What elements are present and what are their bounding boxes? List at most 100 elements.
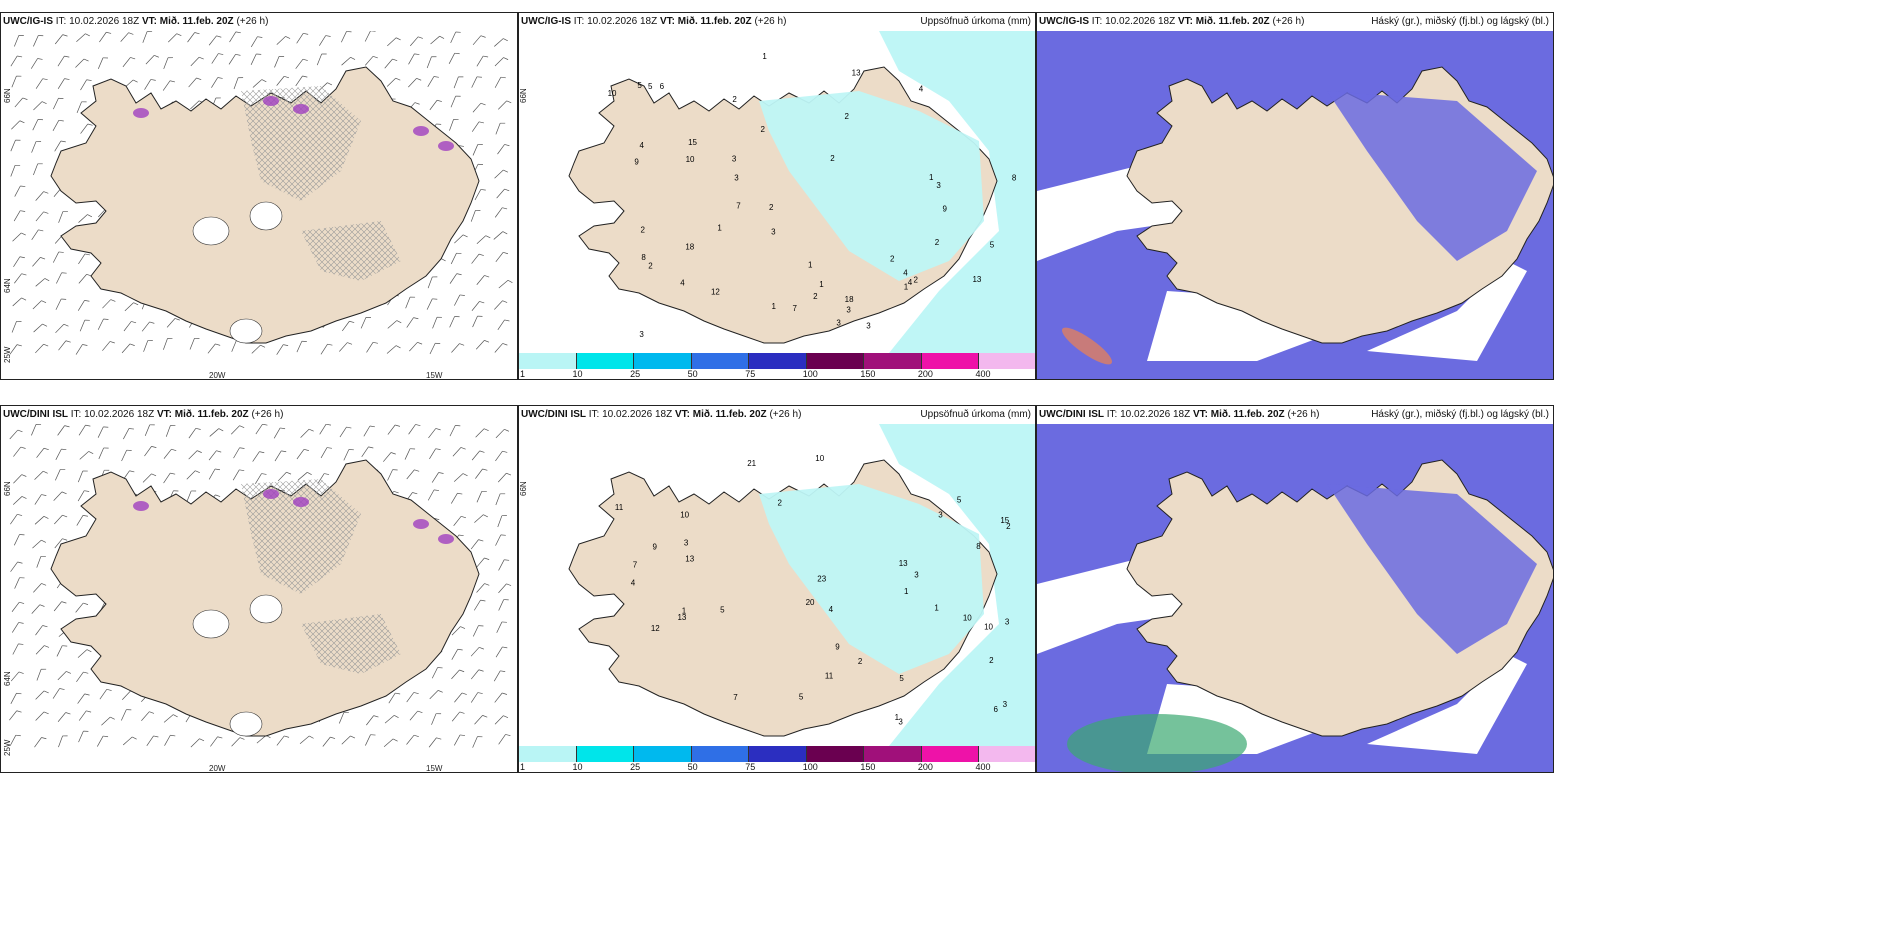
wind-barb (429, 100, 438, 111)
wind-barb-flag (21, 297, 27, 301)
precip-value-label: 12 (711, 288, 720, 297)
wind-barb (208, 35, 217, 46)
wind-barb (11, 601, 20, 612)
wind-barb (52, 688, 60, 699)
precip-land-area (759, 91, 984, 281)
colorbar-tick-label: 150 (860, 369, 876, 379)
wind-barb (35, 690, 45, 700)
wind-barb-flag (18, 622, 24, 624)
init-time-label: IT: (1091, 16, 1103, 27)
wind-barb (79, 451, 89, 460)
wind-barb-flag (327, 343, 333, 346)
wind-barb-flag (43, 515, 49, 519)
wind-barb-flag (395, 37, 401, 41)
wind-barb-flag (325, 35, 331, 37)
wind-barb-flag (82, 344, 88, 346)
wind-barb-flag (503, 169, 509, 173)
wind-barb (476, 491, 483, 503)
panel-cloud-row1: UWC/IG-IS IT: 10.02.2026 18Z VT: Mið. 11… (1036, 12, 1554, 380)
wind-barb-flag (239, 737, 245, 740)
wind-barb (55, 323, 65, 334)
wind-barb (232, 469, 240, 481)
wind-barb (387, 469, 393, 481)
wind-barb-flag (21, 496, 27, 499)
wind-barb-flag (395, 345, 401, 349)
latitude-label: 64N (3, 278, 12, 293)
wind-barb (472, 35, 482, 46)
valid-time-value: Mið. 11.feb. 20Z (1210, 409, 1285, 420)
wind-barb (121, 709, 127, 721)
wind-barb (274, 450, 282, 462)
wind-barb (99, 32, 107, 43)
high-cloud-streak (1062, 327, 1112, 365)
precip-value-label: 15 (1000, 516, 1009, 525)
map-canvas: 1121082221151813734344536910318121332352… (568, 31, 1035, 353)
wind-barb-flag (500, 670, 506, 672)
wind-barb (408, 78, 417, 88)
wind-barb (427, 76, 435, 87)
wind-barb-flag (62, 538, 68, 541)
map-canvas (1037, 31, 1553, 379)
wind-barb-flag (16, 344, 22, 347)
init-time-value: 10.02.2026 18Z (1105, 16, 1176, 27)
wind-barb (448, 53, 455, 64)
wind-barb (166, 318, 176, 328)
wind-barb-flag (195, 470, 200, 474)
precip-value-label: 5 (990, 240, 995, 249)
wind-barb-flag (502, 207, 508, 210)
wind-barb (449, 273, 457, 284)
wind-barb (77, 300, 85, 311)
wind-barb (451, 711, 460, 722)
wind-barb-flag (478, 121, 484, 124)
wind-barb (339, 426, 347, 438)
wind-barb (229, 31, 237, 43)
wind-barb (78, 730, 84, 743)
wind-barb-flag (106, 688, 112, 691)
wind-barb-flag (62, 514, 68, 518)
model-name: UWC/IG-IS (521, 16, 571, 27)
wind-barb (494, 207, 503, 218)
wind-barb-flag (307, 471, 312, 475)
wind-barb-flag (43, 711, 49, 715)
init-time-value: 10.02.2026 18Z (602, 409, 673, 420)
wind-barb-flag (507, 279, 513, 283)
wind-barb (472, 102, 482, 113)
precip-value-label: 18 (845, 295, 854, 304)
init-time-label: IT: (1106, 409, 1118, 420)
wind-barb-flag (440, 258, 446, 262)
wind-barb (75, 58, 85, 68)
wind-barb (233, 447, 240, 459)
wind-barb-flag (17, 513, 23, 516)
wind-barb-flag (44, 278, 50, 282)
wind-barb (450, 253, 457, 265)
wind-barb-flag (44, 645, 50, 648)
wind-barb-flag (327, 82, 333, 86)
wind-barb (451, 343, 460, 353)
valid-time-label: VT: (156, 409, 172, 420)
wind-barb (31, 229, 39, 241)
lead-time: (+26 h) (1287, 409, 1320, 420)
precip-value-label: 10 (686, 155, 695, 164)
wind-barb-flag (19, 120, 25, 124)
wind-barb-flag (18, 643, 24, 645)
wind-barb (493, 231, 504, 240)
wind-barb-flag (480, 35, 486, 38)
wind-barb-flag (346, 426, 352, 429)
wind-barb (9, 429, 19, 440)
valid-time-label: VT: (659, 16, 675, 27)
wind-barb (34, 470, 44, 480)
wind-barb-flag (482, 468, 488, 471)
wind-barb-flag (506, 472, 512, 476)
precip-sea-area (879, 31, 1035, 353)
wind-barb (35, 343, 44, 354)
wind-barb-flag (480, 102, 486, 106)
colorbar-tick-label: 25 (630, 762, 641, 772)
wind-barb-flag (15, 734, 21, 737)
latitude-label: 66N (3, 481, 12, 496)
wind-barb (33, 583, 42, 593)
wind-barb-flag (503, 57, 509, 60)
wind-barb-flag (482, 715, 488, 718)
wind-barb-flag (83, 671, 89, 674)
wind-barb (498, 734, 506, 745)
latitude-label: 25W (3, 739, 12, 756)
